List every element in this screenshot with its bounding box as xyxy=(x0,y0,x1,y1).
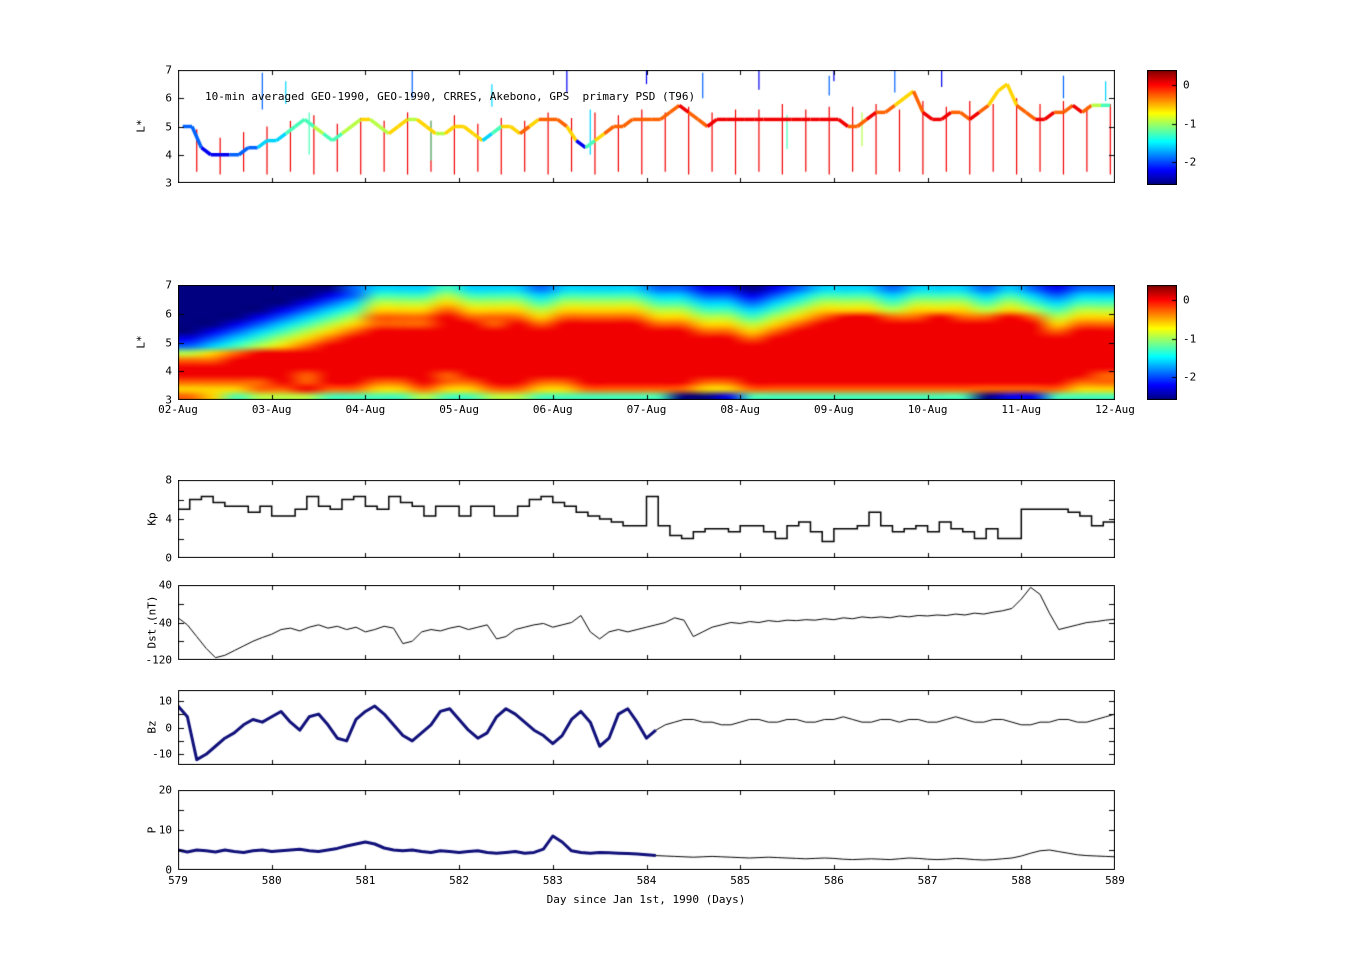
ytick-dst: -40 xyxy=(152,616,172,629)
xtick-date: 07-Aug xyxy=(626,403,667,416)
xtick-date: 03-Aug xyxy=(251,403,292,416)
xtick-day: 587 xyxy=(917,874,938,887)
kp-ylabel: Kp xyxy=(145,512,159,526)
colorbar-heatmap xyxy=(1147,285,1177,400)
scatter-ylabel: L* xyxy=(134,119,148,133)
xtick-day: 589 xyxy=(1105,874,1125,887)
ytick-heatmap: 3 xyxy=(165,393,172,407)
colorbar-tick: 0 xyxy=(1183,293,1190,307)
colorbar-tick: -2 xyxy=(1183,155,1197,169)
bz-ylabel: Bz xyxy=(145,720,159,734)
colorbar-scatter xyxy=(1147,70,1177,185)
xtick-day: 584 xyxy=(636,874,657,887)
ytick-p: 20 xyxy=(158,783,172,797)
ytick-heatmap: 5 xyxy=(165,336,172,349)
ytick-p: 0 xyxy=(165,863,172,877)
ytick-heatmap: 4 xyxy=(165,364,172,378)
x-axis-title: Day since Jan 1st, 1990 (Days) xyxy=(546,893,746,906)
xtick-day: 580 xyxy=(261,874,282,887)
xtick-date: 09-Aug xyxy=(814,403,854,416)
ytick-kp: 0 xyxy=(165,551,172,565)
ytick-bz: -10 xyxy=(152,747,172,761)
xtick-date: 11-Aug xyxy=(1001,403,1042,416)
ytick-dst: -120 xyxy=(145,653,173,667)
ytick-kp: 8 xyxy=(165,473,172,487)
kp-panel xyxy=(178,480,1115,558)
colorbar-tick: -1 xyxy=(1183,117,1197,131)
ytick-scatter: 5 xyxy=(165,120,172,133)
xtick-day: 581 xyxy=(355,874,376,887)
scatter-panel-title: 10-min averaged GEO-1990, GEO-1990, CRRE… xyxy=(205,90,696,103)
xtick-date: 10-Aug xyxy=(907,403,948,416)
ytick-bz: 10 xyxy=(158,694,172,708)
psd-heatmap-panel xyxy=(178,285,1115,400)
dst-panel xyxy=(178,585,1115,660)
heatmap-ylabel: L* xyxy=(134,335,148,349)
xtick-date: 05-Aug xyxy=(439,403,479,416)
xtick-day: 588 xyxy=(1011,874,1032,887)
xtick-date: 12-Aug xyxy=(1095,403,1135,416)
colorbar-tick: 0 xyxy=(1183,78,1190,92)
ytick-heatmap: 6 xyxy=(165,307,172,321)
ytick-scatter: 3 xyxy=(165,176,172,190)
xtick-day: 585 xyxy=(730,874,751,887)
xtick-date: 04-Aug xyxy=(345,403,386,416)
xtick-date: 02-Aug xyxy=(158,403,198,416)
colorbar-tick: -1 xyxy=(1183,332,1197,346)
xtick-day: 583 xyxy=(542,874,563,887)
xtick-date: 06-Aug xyxy=(532,403,573,416)
ytick-bz: 0 xyxy=(165,721,172,734)
ytick-scatter: 4 xyxy=(165,148,172,162)
ytick-kp: 4 xyxy=(165,512,172,526)
ytick-scatter: 7 xyxy=(165,63,172,77)
ytick-scatter: 6 xyxy=(165,91,172,105)
ytick-heatmap: 7 xyxy=(165,278,172,292)
colorbar-tick: -2 xyxy=(1183,370,1197,384)
p-ylabel: P xyxy=(145,826,159,834)
xtick-day: 582 xyxy=(449,874,470,887)
xtick-day: 579 xyxy=(168,874,188,887)
xtick-date: 08-Aug xyxy=(720,403,761,416)
bz-panel xyxy=(178,690,1115,765)
p-panel xyxy=(178,790,1115,870)
ytick-dst: 40 xyxy=(158,578,172,592)
ytick-p: 10 xyxy=(158,823,172,837)
xtick-day: 586 xyxy=(823,874,844,887)
psd-scatter-panel xyxy=(178,70,1115,183)
